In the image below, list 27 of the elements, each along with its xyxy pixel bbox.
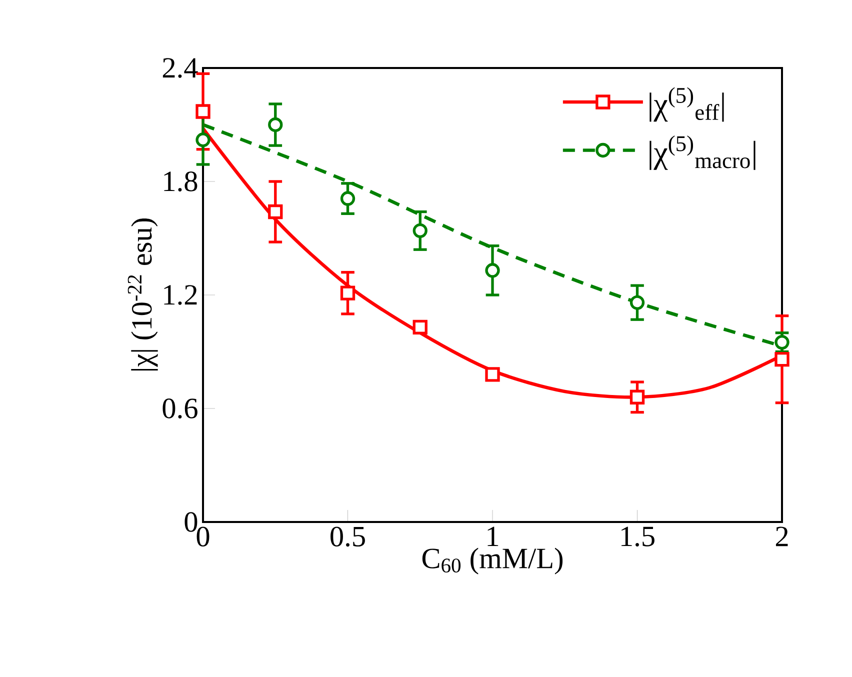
point [774, 352, 790, 367]
y-tick-label: 0 [184, 512, 198, 532]
y-axis-title: |χ| (10$^{-22}$ esu) [128, 218, 158, 371]
point [774, 334, 790, 350]
y-tick-label: 0.6 [162, 398, 198, 418]
point [196, 132, 210, 148]
point [630, 390, 645, 404]
x-tick-label: 0.5 [330, 526, 365, 547]
y-tick-label: 1.8 [164, 172, 198, 192]
point [268, 117, 283, 132]
point [268, 204, 283, 220]
point [412, 223, 428, 238]
x-tick-label: 1 [488, 526, 498, 546]
point [485, 367, 500, 382]
x-axis-title: C$_{60}$ (mM/L) [422, 548, 563, 574]
y-tick-label: 2.4 [162, 58, 198, 78]
x-tick-label: 1.5 [621, 526, 654, 546]
point [196, 104, 210, 119]
y-tick-label: 1.2 [164, 285, 197, 305]
point [630, 295, 645, 310]
point [340, 286, 356, 300]
x-tick-label: 2 [776, 526, 788, 546]
legend-label: |χ$^{(5)}$$_{eff}$| [650, 87, 724, 122]
point [485, 263, 500, 278]
point [412, 320, 428, 334]
point [340, 191, 356, 206]
legend-label: |χ$^{(5)}$$_{macro}$| [650, 135, 756, 170]
